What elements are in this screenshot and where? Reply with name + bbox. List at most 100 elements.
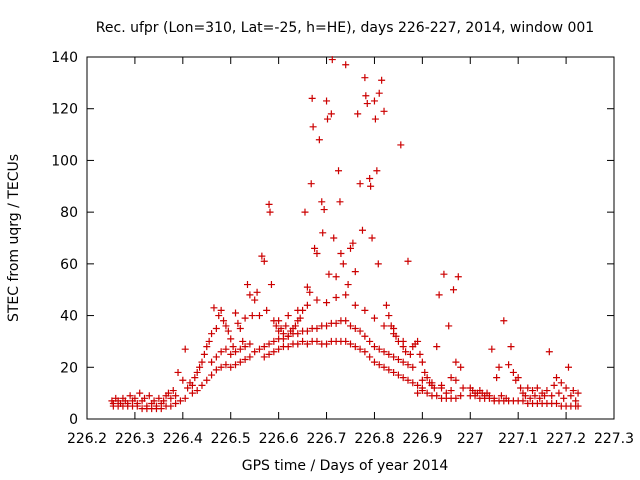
data-point (541, 392, 549, 400)
data-point (567, 392, 575, 400)
data-point (323, 322, 331, 330)
data-point (430, 384, 438, 392)
x-tick-label: 227.3 (594, 431, 634, 447)
data-point (418, 358, 426, 366)
data-point (390, 353, 398, 361)
data-point (397, 141, 405, 149)
data-point (236, 325, 244, 332)
data-point (220, 317, 228, 325)
data-point (203, 376, 211, 384)
data-point (267, 281, 275, 289)
data-point (284, 332, 292, 340)
data-point (524, 384, 532, 392)
y-tick-label: 60 (60, 257, 78, 273)
data-point (380, 322, 388, 330)
data-point (319, 229, 327, 237)
data-point (390, 368, 398, 376)
data-point (471, 392, 479, 400)
data-point (222, 322, 230, 330)
data-point (459, 384, 467, 392)
data-point (307, 180, 315, 188)
data-point (188, 381, 196, 389)
y-tick-label: 80 (60, 205, 78, 221)
data-point (270, 348, 278, 356)
data-point (160, 397, 168, 405)
data-point (241, 356, 249, 364)
data-point (366, 175, 374, 183)
data-point (409, 363, 417, 371)
data-point (335, 167, 343, 175)
data-point (414, 381, 422, 389)
data-point (485, 394, 493, 402)
data-point (370, 343, 378, 351)
data-point (167, 394, 175, 402)
data-point (303, 283, 311, 291)
data-point (265, 200, 273, 208)
data-point (361, 348, 369, 356)
data-point (215, 312, 223, 320)
data-point (315, 136, 323, 144)
data-point (241, 343, 249, 351)
data-point (303, 327, 311, 335)
data-point (514, 374, 522, 382)
data-point (311, 244, 319, 252)
data-point (260, 343, 268, 351)
data-point (390, 330, 398, 338)
data-point (236, 358, 244, 366)
data-point (404, 257, 412, 265)
data-point (500, 317, 508, 325)
data-point (342, 317, 350, 325)
data-point (222, 345, 230, 353)
data-point (332, 293, 340, 301)
x-tick-label: 226.4 (163, 431, 203, 447)
y-tick-label: 140 (51, 50, 78, 66)
data-point (294, 330, 302, 338)
data-point (229, 343, 237, 351)
data-point (181, 345, 189, 353)
data-point (452, 376, 460, 384)
data-point (370, 358, 378, 366)
data-point (339, 260, 347, 268)
data-point (328, 56, 336, 64)
data-point (457, 363, 465, 371)
data-point (145, 392, 153, 400)
data-point (246, 340, 254, 348)
data-point (327, 110, 335, 118)
data-point (454, 273, 462, 281)
data-point (313, 296, 321, 304)
data-point (416, 350, 424, 358)
data-point (373, 167, 381, 175)
data-point (347, 322, 354, 330)
data-point (136, 389, 144, 397)
data-point (399, 337, 407, 345)
data-point (562, 384, 570, 392)
x-axis-label: GPS time / Days of year 2014 (242, 458, 449, 474)
data-point (217, 348, 225, 356)
data-point (351, 268, 359, 276)
data-point (227, 363, 235, 371)
data-point (399, 358, 407, 366)
data-point (255, 345, 263, 353)
data-point (394, 356, 402, 364)
data-point (313, 250, 321, 258)
data-point (433, 343, 441, 351)
data-point (399, 374, 407, 382)
data-point (452, 358, 460, 366)
data-point (497, 392, 505, 400)
y-tick-label: 120 (51, 102, 78, 118)
data-point (493, 374, 501, 382)
x-tick-label: 226.2 (67, 431, 107, 447)
data-point (349, 239, 357, 247)
data-point (375, 345, 383, 353)
data-point (550, 381, 558, 389)
x-tick-label: 227.2 (546, 431, 586, 447)
data-point (176, 397, 184, 405)
data-point (232, 361, 240, 369)
data-point (167, 402, 175, 410)
data-point (270, 337, 278, 345)
data-point (414, 337, 422, 345)
data-point (179, 376, 187, 384)
data-point (371, 115, 379, 123)
data-point (423, 389, 431, 397)
